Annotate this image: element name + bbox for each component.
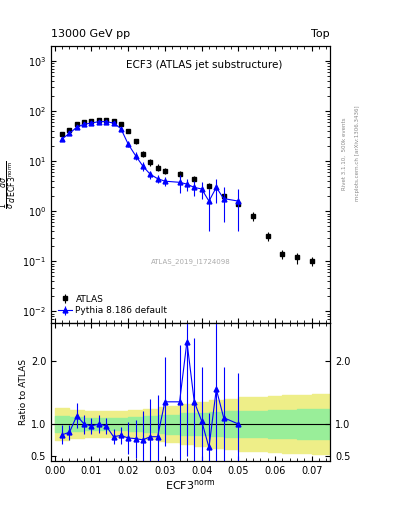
Y-axis label: Ratio to ATLAS: Ratio to ATLAS (19, 359, 28, 424)
Text: ATLAS_2019_I1724098: ATLAS_2019_I1724098 (151, 259, 230, 265)
Text: mcplots.cern.ch [arXiv:1306.3436]: mcplots.cern.ch [arXiv:1306.3436] (355, 106, 360, 201)
Text: Top: Top (312, 29, 330, 39)
Text: 13000 GeV pp: 13000 GeV pp (51, 29, 130, 39)
Y-axis label: $\frac{1}{\sigma}\frac{d\sigma}{d\,\mathrm{ECF3^{norm}}}$: $\frac{1}{\sigma}\frac{d\sigma}{d\,\math… (0, 160, 20, 209)
Text: Rivet 3.1.10,  500k events: Rivet 3.1.10, 500k events (342, 117, 346, 190)
Text: ECF3 (ATLAS jet substructure): ECF3 (ATLAS jet substructure) (127, 60, 283, 70)
Legend: ATLAS, Pythia 8.186 default: ATLAS, Pythia 8.186 default (55, 292, 170, 318)
X-axis label: ECF3$^{\rm norm}$: ECF3$^{\rm norm}$ (165, 478, 216, 492)
